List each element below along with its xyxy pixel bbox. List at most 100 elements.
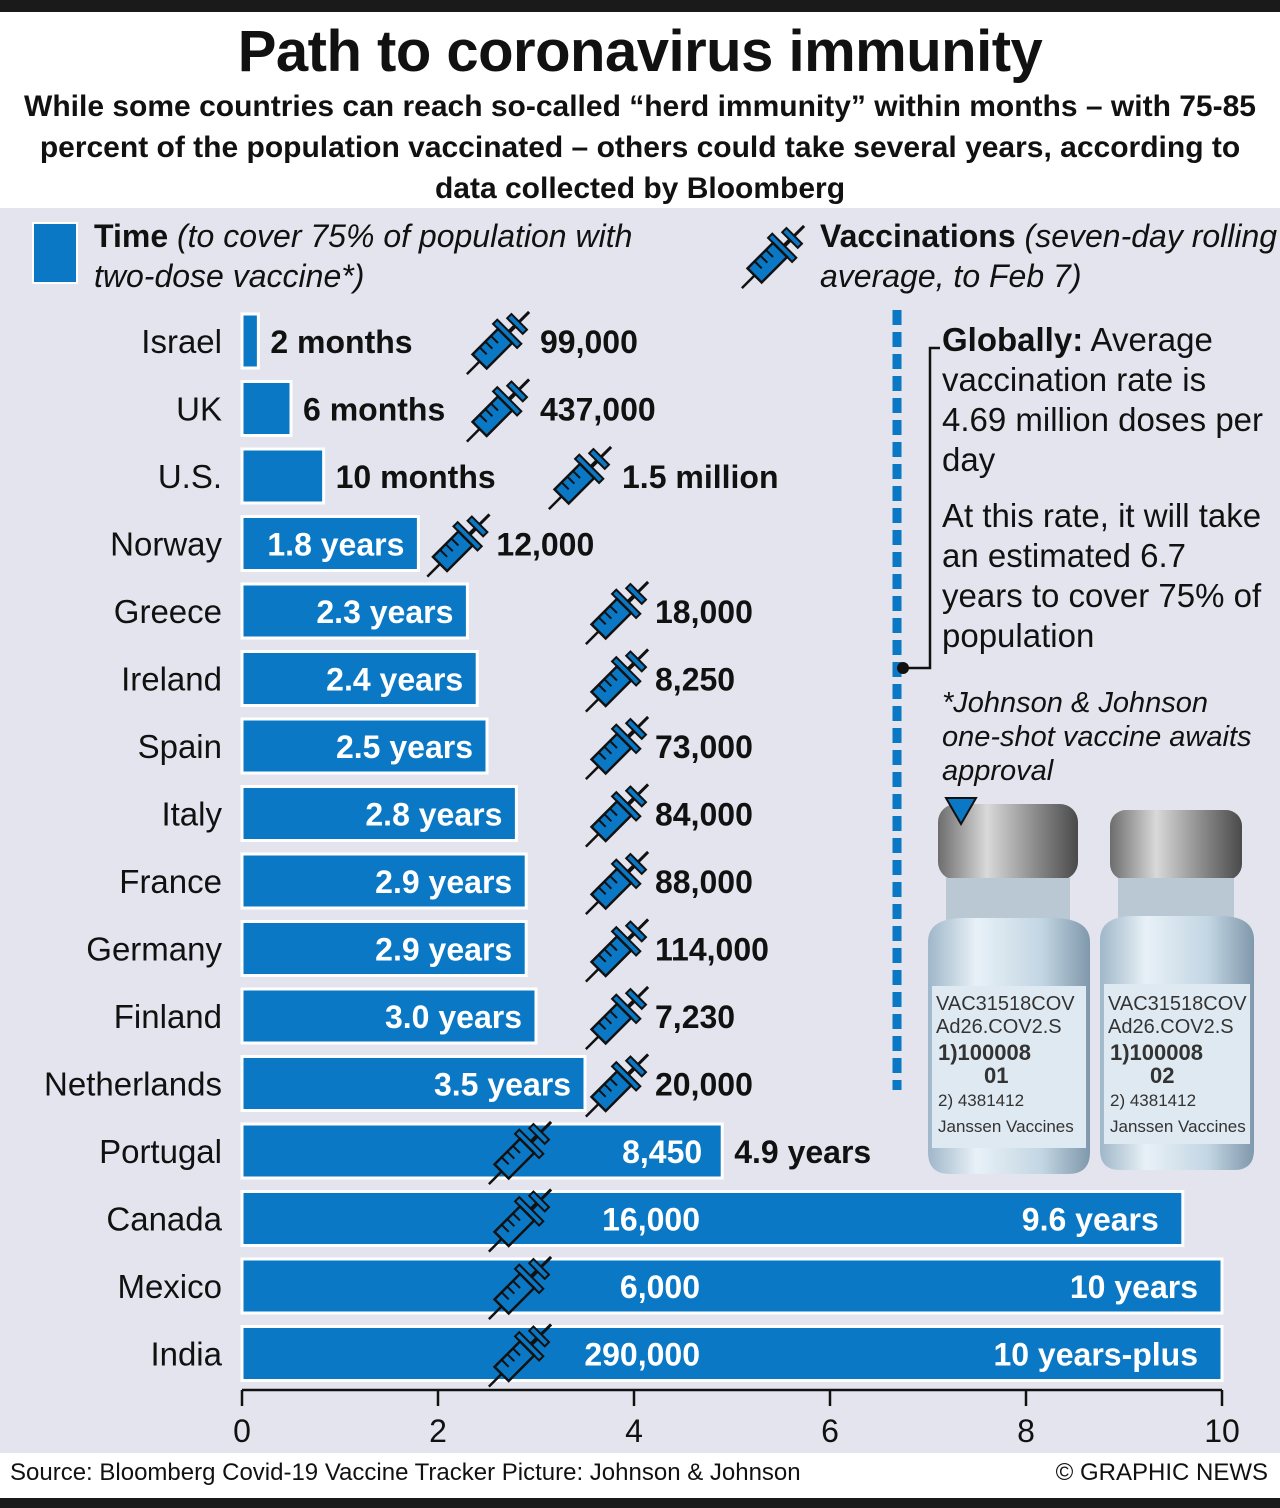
bar bbox=[240, 717, 489, 775]
legend-vaccinations: Vaccinations (seven-day rolling average,… bbox=[820, 216, 1280, 296]
legend-vacc-label: Vaccinations bbox=[820, 218, 1016, 254]
time-label: 1.8 years bbox=[267, 527, 404, 563]
time-label: 2.9 years bbox=[375, 932, 512, 968]
syringe-icon bbox=[585, 648, 650, 713]
country-label: India bbox=[150, 1336, 222, 1373]
legend-time-label: Time bbox=[94, 218, 169, 254]
country-label: Norway bbox=[110, 526, 222, 563]
footer: Source: Bloomberg Covid-19 Vaccine Track… bbox=[0, 1455, 1280, 1508]
time-label: 2.9 years bbox=[375, 864, 512, 900]
time-label: 10 months bbox=[336, 459, 496, 495]
copyright: © GRAPHIC NEWS bbox=[1055, 1459, 1268, 1486]
syringe-icon bbox=[585, 1053, 650, 1118]
bar bbox=[240, 515, 420, 572]
syringe-icon bbox=[585, 783, 650, 848]
vaccination-label: 84,000 bbox=[655, 797, 753, 833]
vaccination-label: 20,000 bbox=[655, 1067, 753, 1103]
country-label: France bbox=[119, 863, 222, 900]
vaccination-label: 99,000 bbox=[540, 324, 638, 360]
global-note: Globally: Average vaccination rate is 4.… bbox=[942, 320, 1272, 672]
time-label: 2.3 years bbox=[316, 594, 453, 630]
bar bbox=[240, 785, 518, 842]
global-note-dot bbox=[897, 662, 909, 674]
country-label: UK bbox=[176, 391, 222, 428]
vial-pointer-icon bbox=[944, 797, 978, 827]
country-label: Germany bbox=[86, 931, 222, 968]
vial-right-code: VAC31518COV bbox=[1108, 993, 1247, 1015]
bar bbox=[240, 380, 293, 437]
bottom-rule bbox=[0, 1498, 1280, 1508]
vaccination-label: 88,000 bbox=[655, 864, 753, 900]
chart-title: Path to coronavirus immunity bbox=[237, 19, 1043, 84]
global-note-text1: Average vaccination rate is 4.69 million… bbox=[942, 321, 1264, 478]
bar bbox=[240, 582, 469, 640]
legend-syringe-icon bbox=[741, 224, 806, 289]
time-label: 2.8 years bbox=[365, 797, 502, 833]
syringe-icon bbox=[585, 985, 650, 1050]
syringe-icon bbox=[426, 513, 491, 578]
country-label: Portugal bbox=[99, 1133, 222, 1170]
vaccination-label: 437,000 bbox=[540, 392, 656, 428]
vial-right-maker: Janssen Vaccines bbox=[1110, 1117, 1246, 1136]
syringe-icon bbox=[585, 918, 650, 983]
country-label: Greece bbox=[114, 593, 222, 630]
time-label: 2 months bbox=[270, 324, 412, 360]
global-note-text2: At this rate, it will take an estimated … bbox=[942, 497, 1262, 654]
legend-time-swatch bbox=[32, 222, 78, 284]
x-tick-label: 4 bbox=[625, 1413, 643, 1449]
legend-time-note: (to cover 75% of population with two-dos… bbox=[94, 218, 633, 294]
legend-vacc-note: (seven-day rolling average, to Feb 7) bbox=[820, 218, 1278, 294]
vaccination-label: 290,000 bbox=[584, 1337, 700, 1373]
vaccination-label: 7,230 bbox=[655, 999, 735, 1035]
vial-right-name: Ad26.COV2.S bbox=[1108, 1016, 1234, 1038]
country-label: Israel bbox=[141, 323, 222, 360]
vial-left-lot: 1)100008 bbox=[938, 1040, 1031, 1065]
bar bbox=[240, 1055, 587, 1112]
bar bbox=[240, 852, 528, 910]
bar bbox=[240, 920, 528, 977]
vial-left-sub: 01 bbox=[984, 1063, 1008, 1088]
bar bbox=[240, 312, 260, 370]
vaccine-vials-picture: VAC31518COV Ad26.COV2.S 1)100008 01 2) 4… bbox=[928, 797, 1254, 1174]
time-label: 10 years bbox=[1070, 1269, 1198, 1305]
time-label: 10 years-plus bbox=[993, 1337, 1198, 1373]
vaccination-label: 8,450 bbox=[622, 1134, 702, 1170]
syringe-icon bbox=[585, 850, 650, 915]
vaccination-label: 18,000 bbox=[655, 594, 753, 630]
time-label: 2.4 years bbox=[326, 662, 463, 698]
top-rule bbox=[0, 0, 1280, 12]
time-label: 9.6 years bbox=[1022, 1202, 1159, 1238]
vial-left-maker: Janssen Vaccines bbox=[938, 1117, 1074, 1136]
vaccination-label: 8,250 bbox=[655, 662, 735, 698]
syringe-icon bbox=[585, 580, 650, 645]
global-note-title: Globally: bbox=[942, 321, 1084, 358]
syringe-icon bbox=[466, 378, 531, 443]
source-credit: Source: Bloomberg Covid-19 Vaccine Track… bbox=[10, 1459, 801, 1486]
time-label: 3.5 years bbox=[434, 1067, 571, 1103]
x-tick-label: 0 bbox=[233, 1413, 251, 1449]
vial-left-code: VAC31518COV bbox=[936, 993, 1075, 1015]
syringe-icon bbox=[488, 1255, 553, 1320]
vial-right-sub: 02 bbox=[1150, 1063, 1174, 1088]
bar bbox=[240, 1190, 1185, 1247]
x-tick-label: 6 bbox=[821, 1413, 839, 1449]
bar bbox=[240, 987, 538, 1045]
vaccination-label: 12,000 bbox=[496, 527, 594, 563]
syringe-icon bbox=[488, 1323, 553, 1388]
vial-right bbox=[1100, 810, 1254, 1170]
country-label: Spain bbox=[138, 728, 222, 765]
x-tick-label: 8 bbox=[1017, 1413, 1035, 1449]
time-label: 6 months bbox=[303, 392, 445, 428]
bar bbox=[240, 447, 326, 505]
legend-time: Time (to cover 75% of population with tw… bbox=[94, 216, 694, 296]
country-label: Ireland bbox=[121, 661, 222, 698]
x-tick-label: 10 bbox=[1204, 1413, 1240, 1449]
vaccination-label: 16,000 bbox=[602, 1202, 700, 1238]
time-label: 3.0 years bbox=[385, 999, 522, 1035]
vial-right-lot: 1)100008 bbox=[1110, 1040, 1203, 1065]
bar bbox=[240, 650, 479, 707]
syringe-icon bbox=[488, 1120, 553, 1185]
country-label: Mexico bbox=[117, 1268, 222, 1305]
country-label: U.S. bbox=[158, 458, 222, 495]
